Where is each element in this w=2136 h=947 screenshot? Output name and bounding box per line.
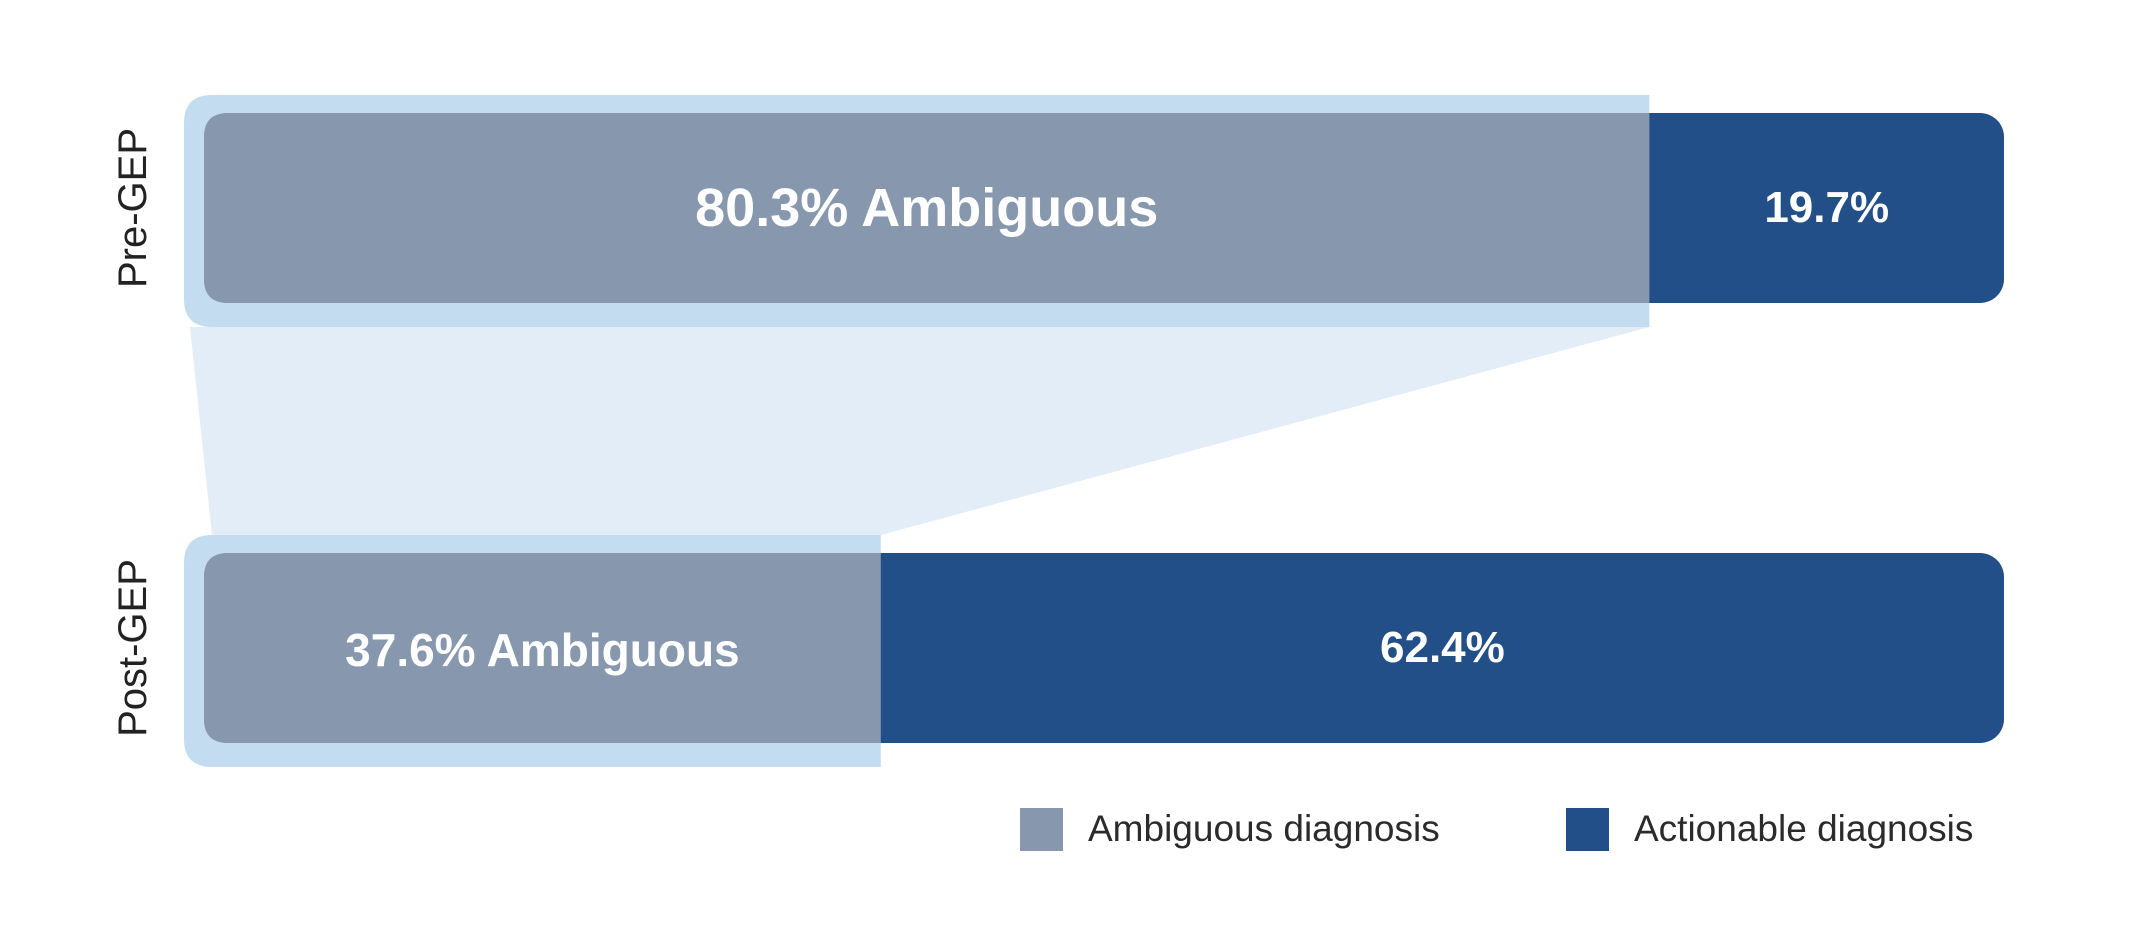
- legend-label-ambiguous-diagnosis: Ambiguous diagnosis: [1088, 808, 1440, 849]
- data-label-actionable-post-gep: 62.4%: [1380, 623, 1505, 672]
- bar-ambiguous-post-gep: [204, 553, 881, 743]
- bar-ambiguous-pre-gep: [204, 113, 1650, 303]
- data-label-actionable-pre-gep: 19.7%: [1764, 183, 1889, 232]
- legend-label-actionable-diagnosis: Actionable diagnosis: [1634, 808, 1973, 849]
- legend-swatch-actionable-diagnosis: [1566, 808, 1609, 851]
- category-label-post-gep: Post-GEP: [111, 559, 155, 737]
- legend-swatch-ambiguous-diagnosis: [1020, 808, 1063, 851]
- highlight-connector: [190, 327, 1650, 535]
- category-label-pre-gep: Pre-GEP: [111, 128, 155, 288]
- data-label-ambiguous-post-gep: 37.6% Ambiguous: [345, 624, 739, 676]
- data-label-ambiguous-pre-gep: 80.3% Ambiguous: [695, 178, 1158, 238]
